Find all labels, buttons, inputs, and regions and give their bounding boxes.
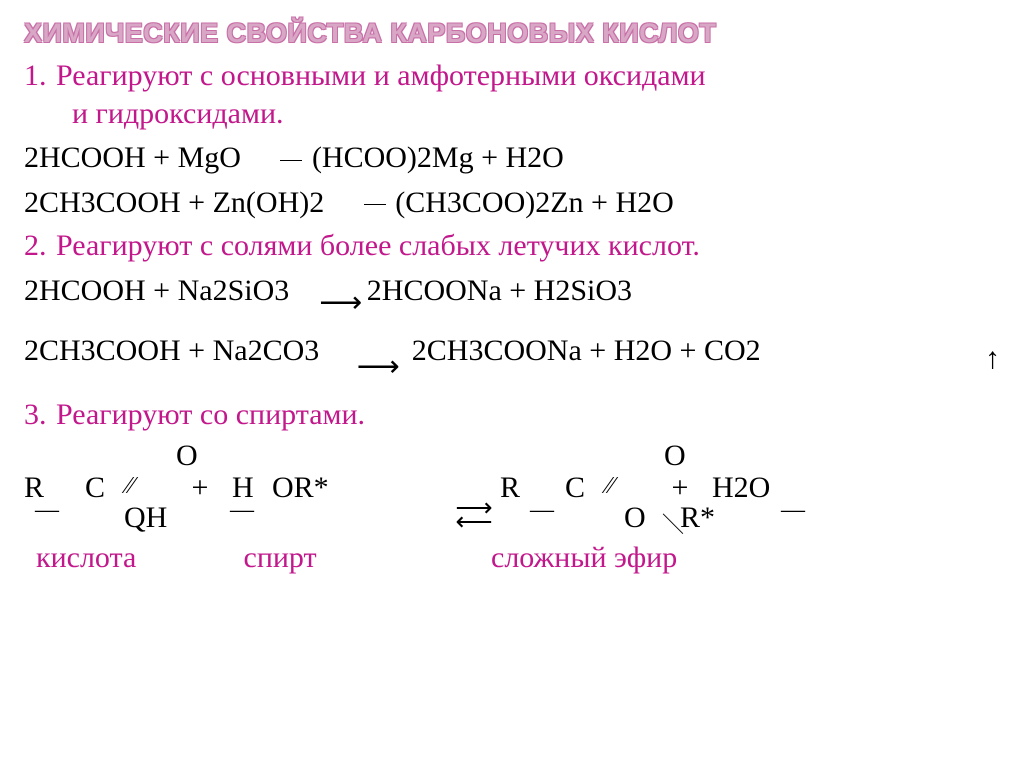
rxn3-o-bottom: O bbox=[624, 501, 662, 535]
gas-uparrow-icon: ↑ bbox=[985, 342, 1000, 376]
rxn3-qh: QH bbox=[124, 501, 202, 535]
section-1-num: 1. bbox=[24, 57, 47, 95]
section-3-heading: 3. Реагируют со спиртами. bbox=[24, 396, 1000, 434]
section-2-heading: 2. Реагируют с солями более слабых летуч… bbox=[24, 227, 1000, 265]
rxn3-o-left: O bbox=[176, 439, 236, 473]
eq2b-left: 2CH3COOH + Na2CO3 bbox=[24, 334, 319, 367]
eq2a-right: 2HCOONa + H2SiO3 bbox=[367, 274, 632, 307]
eq2a-left: 2HCOOH + Na2SiO3 bbox=[24, 274, 289, 307]
eq1b-left: 2CH3COOH + Zn(OH)2 bbox=[24, 186, 324, 219]
section-1-line1: Реагируют с основными и амфотерными окси… bbox=[56, 59, 706, 92]
label-acid: кислота bbox=[36, 541, 236, 575]
eq2b-right: 2CH3COONa + H2O + CO2 bbox=[412, 334, 761, 367]
equation-2a: 2HCOOH + Na2SiO3 ⟶ 2HCOONa + H2SiO3 bbox=[24, 271, 1000, 324]
eq1b-right: (CH3COO)2Zn + H2O bbox=[395, 186, 674, 219]
rxn3-rstar-bottom: R* bbox=[680, 501, 715, 535]
reaction-3-diagram: O O R C ⁄⁄ + H OR* R C ⁄⁄ + H2O — QH — ⟶… bbox=[24, 439, 1000, 535]
section-1-heading: 1. Реагируют с основными и амфотерными о… bbox=[24, 57, 1000, 132]
section-3-num: 3. bbox=[24, 396, 47, 434]
rxn3-plus2: + bbox=[648, 471, 712, 505]
section-3-text: Реагируют со спиртами. bbox=[56, 398, 365, 431]
label-alcohol: спирт bbox=[244, 541, 484, 575]
label-ester: сложный эфир bbox=[491, 541, 677, 575]
eq1a-right: (HCOO)2Mg + H2O bbox=[312, 141, 564, 174]
section-2-num: 2. bbox=[24, 227, 47, 265]
section-1-line2: и гидроксидами. bbox=[24, 95, 1000, 133]
rxn3-c-left: C bbox=[64, 471, 126, 505]
page-title: ХИМИЧЕСКИЕ СВОЙСТВА КАРБОНОВЫХ КИСЛОТ bbox=[24, 18, 1000, 49]
equation-1a: 2HCOOH + MgO ‍ (HCOO)2Mg + H2O bbox=[24, 138, 1000, 179]
reaction-3-labels: кислота спирт сложный эфир bbox=[24, 541, 1000, 575]
rxn3-orstar: OR* bbox=[272, 471, 382, 505]
rxn3-o-right: O bbox=[664, 439, 686, 473]
arrow-icon: ⟶ bbox=[357, 350, 397, 383]
eq1a-left: 2HCOOH + MgO bbox=[24, 141, 241, 174]
equation-2b-row: 2CH3COOH + Na2CO3 ⟶ 2CH3COONa + H2O + CO… bbox=[24, 327, 1000, 392]
equilibrium-arrow-icon: ⟶⟵ bbox=[432, 501, 516, 530]
equation-2b: 2CH3COOH + Na2CO3 ⟶ 2CH3COONa + H2O + CO… bbox=[24, 331, 761, 388]
arrow-icon: ⟶ bbox=[319, 286, 359, 319]
section-2-text: Реагируют с солями более слабых летучих … bbox=[56, 229, 700, 262]
equation-1b: 2CH3COOH + Zn(OH)2 (CH3COO)2Zn + H2O bbox=[24, 183, 1000, 224]
